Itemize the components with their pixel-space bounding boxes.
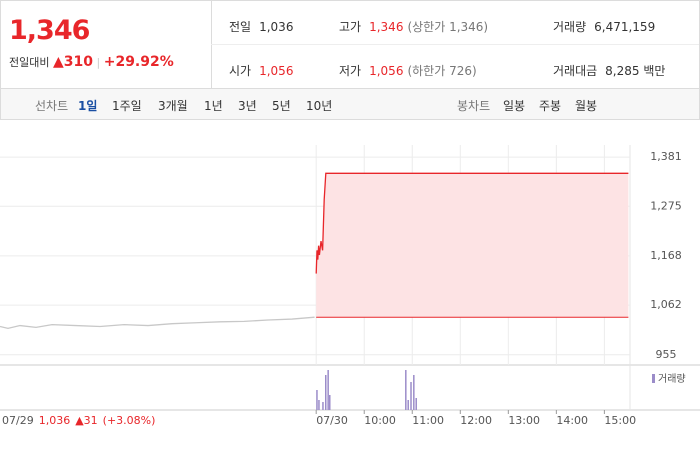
stat-value: 6,471,159 [594, 20, 656, 34]
info-price: 1,036 [39, 414, 71, 427]
tab-group-label: 선차트 [35, 99, 69, 113]
tab-group-label: 봉차트 [457, 99, 491, 113]
x-tick-label: 07/30 [316, 414, 348, 427]
stat-value: 1,056 [259, 64, 294, 78]
y-tick-label: 1,062 [650, 298, 682, 311]
y-tick-label: 1,168 [650, 249, 682, 262]
volume-bar [413, 375, 415, 410]
legend-label: 거래량 [658, 373, 686, 385]
stat-value: 1,036 [259, 20, 294, 34]
stat-label: 시가 [229, 64, 252, 78]
stat: 시가 1,056 [229, 62, 293, 79]
stat: 전일 1,036 [229, 18, 293, 35]
tab[interactable]: 3년 [238, 99, 257, 113]
current-price: 1,346 [9, 15, 90, 46]
volume-bar [325, 375, 327, 410]
up-arrow: ▲ [52, 54, 64, 70]
stat-value: 8,285 백만 [605, 64, 666, 78]
change-label: 전일대비 [9, 56, 50, 69]
volume-bar [410, 382, 412, 410]
x-tick-label: 10:00 [364, 414, 396, 427]
stat: 거래대금 8,285 백만 [553, 62, 665, 79]
volume-bar [415, 398, 417, 410]
volume-bar [329, 395, 331, 410]
volume-bar [318, 400, 320, 410]
volume-bar [316, 390, 318, 410]
stat: 거래량 6,471,159 [553, 18, 655, 35]
tab[interactable]: 10년 [306, 99, 333, 113]
stat-note: (상한가 1,346) [407, 20, 489, 34]
tab-bar: 선차트 1일 1주일 3개월 1년 3년 5년 10년 봉차트 일봉 주봉 월봉 [0, 88, 700, 120]
volume-bar [322, 402, 324, 410]
y-tick-label: 1,381 [650, 150, 682, 163]
tab[interactable]: 일봉 [503, 99, 526, 113]
change: 310 [63, 54, 93, 70]
volume-bar [407, 400, 409, 410]
price-line [0, 316, 315, 330]
stat-label: 저가 [339, 64, 362, 78]
tab[interactable]: 1년 [204, 99, 223, 113]
x-tick-label: 15:00 [604, 414, 636, 427]
info-date: 07/29 [2, 414, 34, 427]
legend-swatch [652, 374, 655, 383]
tab[interactable]: 3개월 [158, 99, 188, 113]
y-tick-label: 955 [656, 348, 677, 361]
stat-note: (하한가 726) [407, 64, 477, 78]
stat: 고가 1,346 (상한가 1,346) [339, 18, 488, 35]
x-tick-label: 13:00 [508, 414, 540, 427]
stat-label: 거래량 [553, 20, 587, 34]
volume-bar [405, 370, 407, 410]
tab[interactable]: 1주일 [112, 99, 142, 113]
stat: 저가 1,056 (하한가 726) [339, 62, 477, 79]
change-pct: +29.92% [103, 54, 174, 70]
stat-value: 1,056 [369, 64, 404, 78]
stat-label: 전일 [229, 20, 252, 34]
tab[interactable]: 5년 [272, 99, 291, 113]
stat-label: 고가 [339, 20, 362, 34]
tab[interactable]: 주봉 [539, 99, 562, 113]
tab[interactable]: 1일 [78, 99, 98, 113]
x-tick-label: 12:00 [460, 414, 492, 427]
volume-bar [327, 370, 329, 410]
price-line [315, 172, 629, 274]
tab[interactable]: 월봉 [575, 99, 598, 113]
area [316, 173, 629, 318]
change-row: 전일대비 ▲310 | +29.92% [9, 54, 174, 70]
stat-label: 거래대금 [553, 64, 598, 78]
x-tick-label: 14:00 [556, 414, 588, 427]
info-change: ▲31 [75, 414, 97, 427]
stat-value: 1,346 [369, 20, 404, 34]
info-pct: (+3.08%) [103, 414, 156, 427]
info-text: 07/29 1,036 ▲31 (+3.08%) [2, 414, 155, 427]
y-tick-label: 1,275 [650, 199, 682, 212]
price-header: 1,346 전일대비 ▲310 | +29.92% 전일 1,036 고가 1,346… [0, 0, 700, 89]
x-tick-label: 11:00 [412, 414, 444, 427]
